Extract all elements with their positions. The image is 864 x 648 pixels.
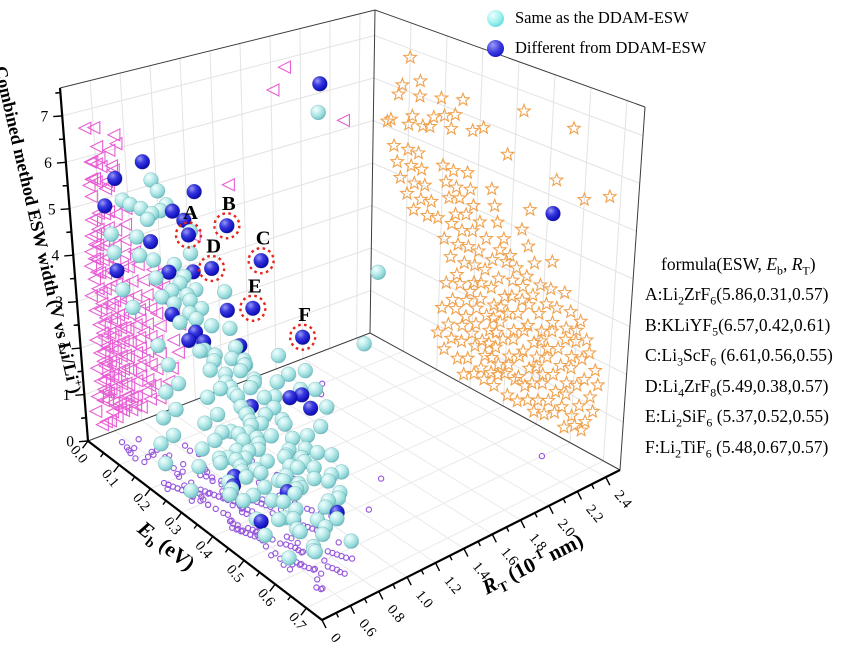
svg-text:0.6: 0.6 xyxy=(254,586,278,610)
svg-text:0.6: 0.6 xyxy=(355,616,379,640)
annotation-entry-c: C:Li3ScF6 (6.61,0.56,0.55) xyxy=(645,340,864,371)
svg-text:2.2: 2.2 xyxy=(582,502,606,526)
blue-sphere-icon xyxy=(487,40,504,57)
annotation-entry-d: D:Li4ZrF8(5.49,0.38,0.57) xyxy=(645,371,864,402)
svg-text:0.8: 0.8 xyxy=(384,602,408,626)
legend-label: Different from DDAM-ESW xyxy=(515,38,706,58)
svg-text:1.0: 1.0 xyxy=(412,587,436,611)
annotation-entry-f: F:Li2TiF6 (5.48,0.67,0.57) xyxy=(645,432,864,463)
annotation-header: formula(ESW, Eb, RT) xyxy=(661,249,864,279)
svg-text:0.4: 0.4 xyxy=(327,630,351,643)
svg-text:1.2: 1.2 xyxy=(441,573,465,597)
annotation-entry-e: E:Li2SiF6 (5.37,0.52,0.55) xyxy=(645,401,864,432)
svg-text:C: C xyxy=(256,228,271,250)
legend-label: Same as the DDAM-ESW xyxy=(515,8,689,28)
svg-text:6: 6 xyxy=(44,155,52,172)
svg-text:F: F xyxy=(298,304,311,326)
svg-text:D: D xyxy=(206,235,221,257)
svg-text:E: E xyxy=(248,275,262,297)
legend-item-different: Different from DDAM-ESW xyxy=(487,33,706,63)
annotation-entry-b: B:KLiYF5(6.57,0.42,0.61) xyxy=(645,310,864,341)
svg-text:B: B xyxy=(222,193,236,215)
svg-text:2.4: 2.4 xyxy=(611,487,635,512)
legend: Same as the DDAM-ESW Different from DDAM… xyxy=(487,3,706,63)
svg-text:0.7: 0.7 xyxy=(285,610,309,634)
annotation-entry-a: A:Li2ZrF6(5.86,0.31,0.57) xyxy=(645,279,864,310)
cyan-sphere-icon xyxy=(487,10,504,27)
legend-item-same: Same as the DDAM-ESW xyxy=(487,3,706,33)
svg-text:0.5: 0.5 xyxy=(223,562,247,586)
svg-text:A: A xyxy=(183,202,198,224)
formula-annotation: formula(ESW, Eb, RT) A:Li2ZrF6(5.86,0.31… xyxy=(645,249,864,463)
svg-text:7: 7 xyxy=(40,108,48,125)
svg-text:0.1: 0.1 xyxy=(98,466,122,490)
svg-text:5: 5 xyxy=(48,201,56,218)
svg-text:0.2: 0.2 xyxy=(129,490,153,514)
